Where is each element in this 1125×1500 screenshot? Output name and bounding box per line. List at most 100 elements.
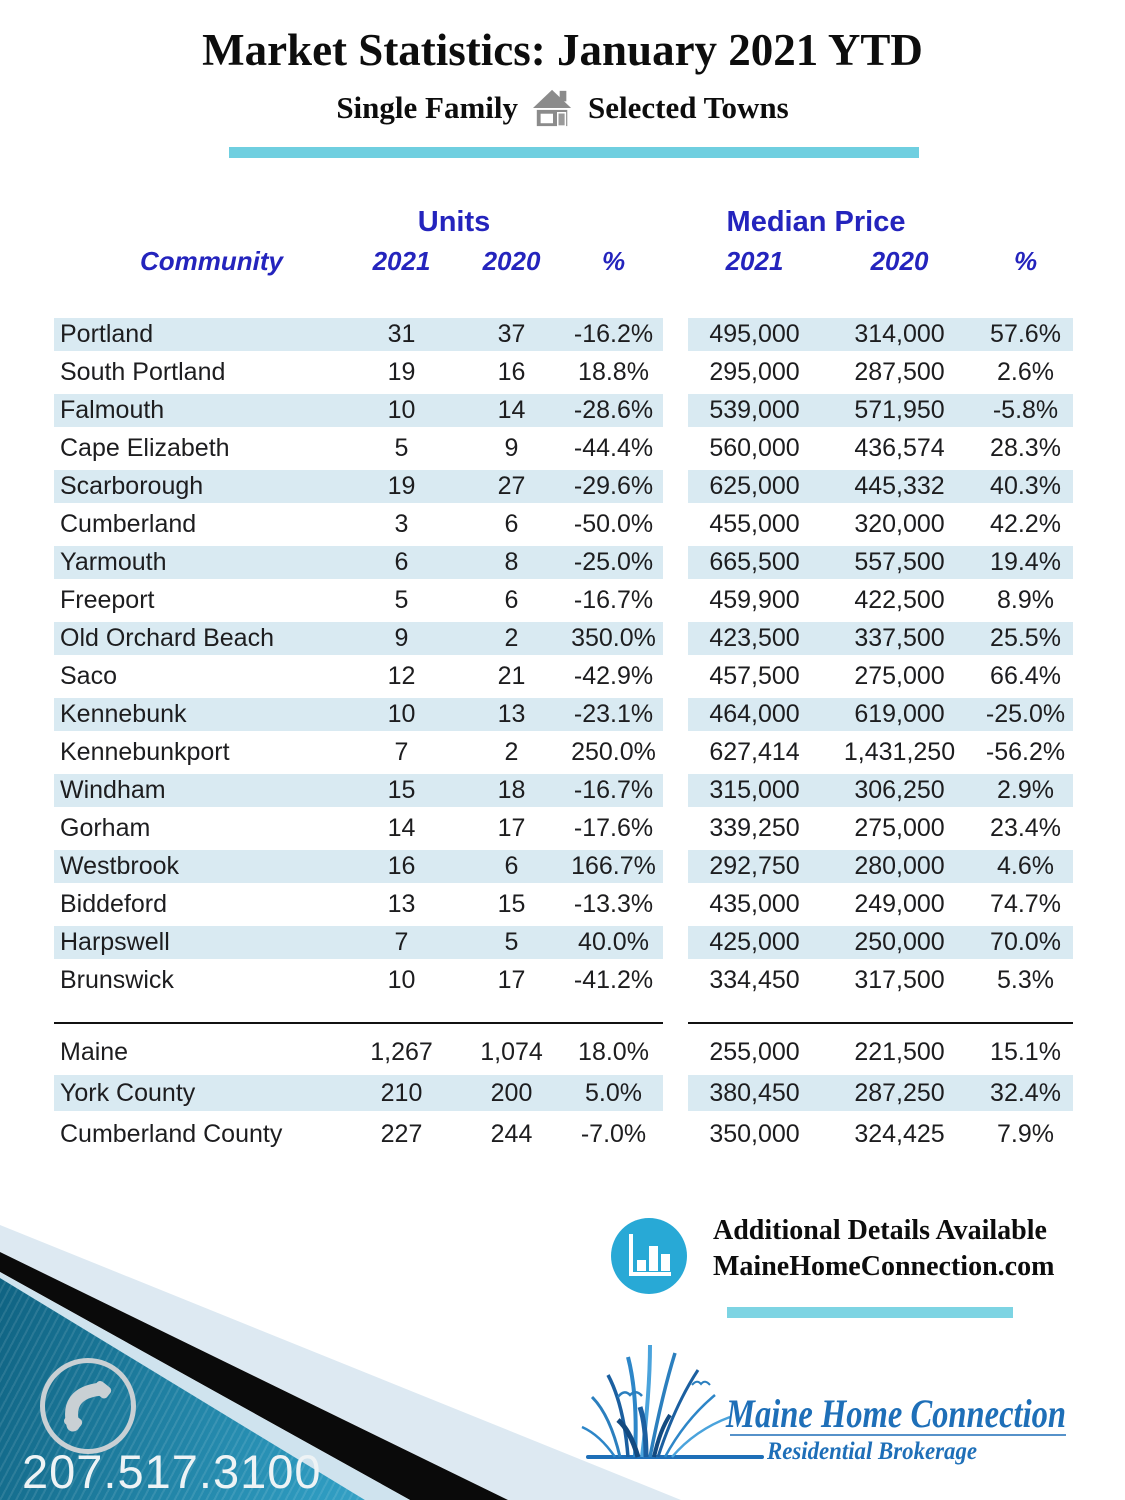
cell-price-2020: 557,500 [854, 548, 945, 576]
page-subtitle: Single Family Selected Towns [0, 88, 1125, 128]
cell-units-pct: -16.2% [573, 320, 654, 348]
table-row: Falmouth 10 14 -28.6% 539,000 571,950 -5.8% [54, 394, 1073, 427]
cell-units-2021: 19 [387, 472, 416, 500]
cell-units-pct: 250.0% [571, 738, 656, 766]
cell-units-pct: -7.0% [580, 1120, 647, 1148]
cell-price-pct: 8.9% [997, 586, 1054, 614]
cell-community: Windham [60, 776, 166, 804]
cell-units-2021: 5 [394, 434, 409, 462]
subtitle-left: Single Family [336, 90, 519, 125]
cell-community: Harpswell [60, 928, 170, 956]
table-row: Brunswick 10 17 -41.2% 334,450 317,500 5.3% [54, 964, 1073, 997]
cell-units-2020: 15 [497, 890, 526, 918]
cell-price-pct: 2.9% [997, 776, 1054, 804]
table-row: Westbrook 16 6 166.7% 292,750 280,000 4.6% [54, 850, 1073, 883]
cell-units-pct: -16.7% [573, 776, 654, 804]
cell-price-pct: 4.6% [997, 852, 1054, 880]
cell-units-2020: 13 [497, 700, 526, 728]
table-row: Yarmouth 6 8 -25.0% 665,500 557,500 19.4% [54, 546, 1073, 579]
cell-price-2020: 324,425 [854, 1120, 945, 1148]
table-row: Old Orchard Beach 9 2 350.0% 423,500 337,500 2… [54, 622, 1073, 655]
column-header-units-2020: 2020 [482, 246, 541, 276]
cell-community: Cape Elizabeth [60, 434, 230, 462]
cell-price-2020: 280,000 [854, 852, 945, 880]
table-row: Freeport 5 6 -16.7% 459,900 422,500 8.9% [54, 584, 1073, 617]
cell-units-pct: -13.3% [573, 890, 654, 918]
cell-price-pct: 32.4% [990, 1079, 1061, 1107]
cell-units-pct: -16.7% [573, 586, 654, 614]
cell-units-pct: 40.0% [578, 928, 649, 956]
cell-units-pct: -42.9% [573, 662, 654, 690]
summary-separator-right [688, 1022, 1073, 1024]
column-header-row: Community 2021 2020 % 2021 2020 % [54, 246, 1073, 280]
cell-price-2021: 435,000 [709, 890, 800, 918]
cell-units-2020: 6 [504, 510, 519, 538]
cell-price-pct: 66.4% [990, 662, 1061, 690]
community-table-body: Portland 31 37 -16.2% 495,000 314,000 57.6% Sou… [0, 318, 1125, 1002]
cell-units-pct: 18.8% [578, 358, 649, 386]
cell-community: Old Orchard Beach [60, 624, 274, 652]
cell-units-2020: 6 [504, 852, 519, 880]
cell-units-2021: 1,267 [370, 1038, 433, 1066]
cell-units-2021: 210 [380, 1079, 423, 1107]
cell-price-2020: 436,574 [854, 434, 945, 462]
column-header-units-pct: % [601, 246, 626, 276]
cell-price-2021: 334,450 [709, 966, 800, 994]
cell-price-pct: 19.4% [990, 548, 1061, 576]
cell-price-2020: 1,431,250 [843, 738, 956, 766]
cell-price-2021: 464,000 [709, 700, 800, 728]
cell-units-2021: 13 [387, 890, 416, 918]
cell-price-pct: 23.4% [990, 814, 1061, 842]
cell-units-2021: 10 [387, 700, 416, 728]
column-header-community: Community [140, 246, 283, 276]
cell-community: Yarmouth [60, 548, 167, 576]
cell-units-2021: 10 [387, 966, 416, 994]
table-row: York County 210 200 5.0% 380,450 287,250 32.4% [54, 1075, 1073, 1111]
cell-price-2020: 287,500 [854, 358, 945, 386]
cell-community: Biddeford [60, 890, 168, 918]
cell-price-pct: 70.0% [990, 928, 1061, 956]
cell-units-pct: -44.4% [573, 434, 654, 462]
cell-units-pct: 18.0% [578, 1038, 649, 1066]
cell-price-2021: 423,500 [709, 624, 800, 652]
column-header-price-pct: % [1013, 246, 1038, 276]
phone-number: 207.517.3100 [22, 1445, 322, 1498]
cell-units-2020: 16 [497, 358, 526, 386]
cell-units-2021: 227 [380, 1120, 423, 1148]
phone-icon [40, 1358, 136, 1454]
table-row: Maine 1,267 1,074 18.0% 255,000 221,500 15.1% [54, 1034, 1073, 1070]
cell-price-2020: 275,000 [854, 662, 945, 690]
cell-community: Kennebunk [60, 700, 187, 728]
cell-units-2020: 17 [497, 966, 526, 994]
cell-units-2020: 5 [504, 928, 519, 956]
cell-price-2021: 625,000 [709, 472, 800, 500]
cell-units-pct: 5.0% [585, 1079, 642, 1107]
summary-table-body: Maine 1,267 1,074 18.0% 255,000 221,500 15.1% Y… [0, 1034, 1125, 1157]
cell-units-2020: 2 [504, 624, 519, 652]
cell-price-pct: 74.7% [990, 890, 1061, 918]
cell-price-2021: 627,414 [709, 738, 800, 766]
table-row: South Portland 19 16 18.8% 295,000 287,500 2.6… [54, 356, 1073, 389]
cell-units-2020: 21 [497, 662, 526, 690]
table-row: Cape Elizabeth 5 9 -44.4% 560,000 436,574 28.3… [54, 432, 1073, 465]
cell-units-2021: 31 [387, 320, 416, 348]
cell-community: Falmouth [60, 396, 165, 424]
table-row: Cumberland County 227 244 -7.0% 350,000 324,4… [54, 1116, 1073, 1152]
grass-and-birds-logo-icon [581, 1344, 764, 1459]
cell-units-2020: 8 [504, 548, 519, 576]
cell-units-pct: -25.0% [573, 548, 654, 576]
logo-name: Maine Home Connection [725, 1391, 1066, 1436]
median-price-group-header: Median Price [726, 206, 906, 238]
column-header-price-2020: 2020 [870, 246, 929, 276]
cell-price-2021: 315,000 [709, 776, 800, 804]
cell-price-2021: 495,000 [709, 320, 800, 348]
cell-units-2021: 15 [387, 776, 416, 804]
cell-price-2021: 459,900 [709, 586, 800, 614]
cell-units-2021: 14 [387, 814, 416, 842]
cell-units-2021: 9 [394, 624, 409, 652]
cell-price-pct: 57.6% [990, 320, 1061, 348]
cell-price-2020: 317,500 [854, 966, 945, 994]
table-row: Cumberland 3 6 -50.0% 455,000 320,000 42.2% [54, 508, 1073, 541]
cell-price-2021: 425,000 [709, 928, 800, 956]
cell-price-2020: 221,500 [854, 1038, 945, 1066]
